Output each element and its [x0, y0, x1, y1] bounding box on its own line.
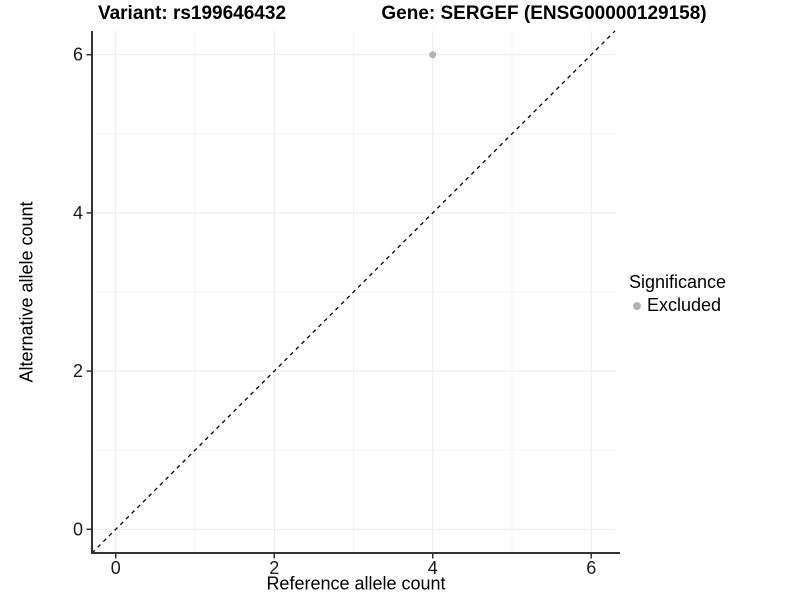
y-tick-label: 4	[73, 203, 83, 223]
axis-tick-marks	[86, 53, 592, 559]
legend-point-icon	[633, 301, 641, 310]
legend-item-label: Excluded	[647, 295, 722, 315]
legend-item: Excluded	[629, 295, 726, 316]
identity-dashed-line	[91, 30, 616, 554]
y-tick-label: 6	[73, 45, 83, 65]
gene-title: Gene: SERGEF (ENSG00000129158)	[381, 3, 707, 24]
legend: Significance Excluded	[629, 272, 726, 316]
y-tick-label: 2	[73, 361, 83, 381]
x-tick-label: 4	[428, 558, 438, 578]
y-tick-label: 0	[73, 519, 83, 539]
axis-lines	[91, 31, 620, 554]
y-axis-title: Alternative allele count	[16, 201, 37, 383]
identity-line	[91, 30, 616, 554]
x-tick-label: 2	[269, 558, 279, 578]
x-axis-title: Reference allele count	[266, 573, 446, 594]
legend-title: Significance	[629, 272, 727, 292]
data-points	[429, 51, 437, 59]
x-tick-label: 6	[586, 558, 596, 578]
variant-title: Variant: rs199646432	[97, 3, 287, 24]
x-tick-label: 0	[111, 558, 121, 578]
axis-tick-labels: 0 2 4 6 0 2 4 6	[73, 45, 596, 578]
scatter-point	[429, 51, 437, 59]
minor-gridlines	[92, 31, 615, 553]
major-gridlines	[92, 31, 615, 553]
